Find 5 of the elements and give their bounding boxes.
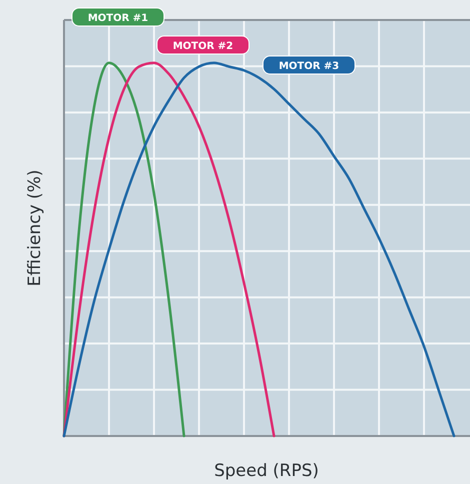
series-label: MOTOR #2 [172,41,234,52]
x-axis-title: Speed (RPS) [214,461,319,481]
series-label: MOTOR #3 [278,61,340,72]
y-axis-title: Efficiency (%) [25,170,45,286]
text: MOTOR #1 [88,13,148,24]
